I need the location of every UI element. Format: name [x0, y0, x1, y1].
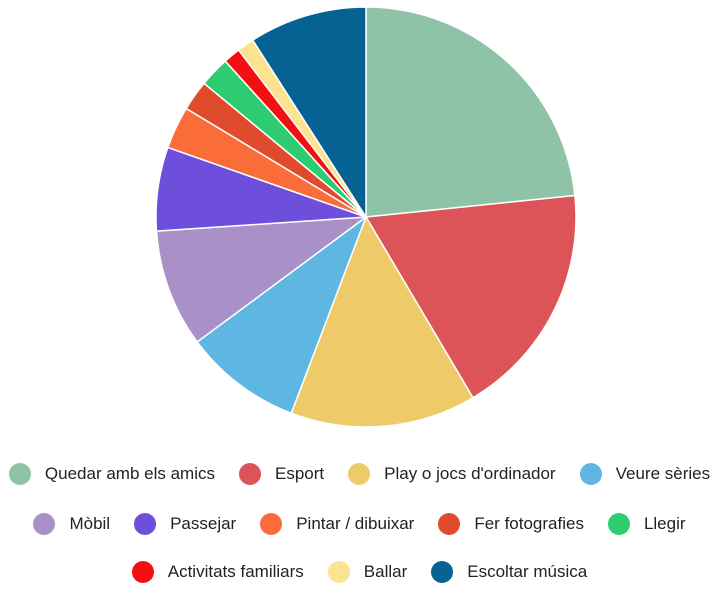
legend-item-mobil[interactable]: Mòbil	[33, 513, 110, 535]
legend-swatch	[327, 561, 350, 583]
legend-label: Mòbil	[69, 514, 111, 533]
legend-swatch	[431, 561, 454, 583]
legend-item-quedar-amb-els-amics[interactable]: Quedar amb els amics	[8, 463, 215, 485]
legend-row-1: Quedar amb els amics Esport Play o jocs …	[0, 463, 719, 485]
legend-swatch	[438, 513, 461, 535]
legend-item-passejar[interactable]: Passejar	[134, 513, 236, 535]
legend-label: Veure sèries	[615, 464, 711, 483]
legend-label: Llegir	[643, 514, 686, 533]
legend-item-play-o-jocs[interactable]: Play o jocs d'ordinador	[348, 463, 556, 485]
pie-slice-3[interactable]	[196, 216, 367, 414]
legend-item-activitats-familiars[interactable]: Activitats familiars	[131, 561, 304, 583]
pie-slice-1[interactable]	[365, 194, 577, 399]
legend-label: Passejar	[170, 514, 237, 533]
legend-label: Pintar / dibuixar	[296, 514, 415, 533]
legend-label: Quedar amb els amics	[44, 464, 215, 483]
legend-row-3: Activitats familiars Ballar Escoltar mús…	[0, 561, 719, 583]
pie-slice-2[interactable]	[290, 216, 474, 428]
legend-row-2: Mòbil Passejar Pintar / dibuixar Fer fot…	[0, 513, 719, 535]
legend-item-fer-fotografies[interactable]: Fer fotografies	[438, 513, 584, 535]
legend-swatch	[134, 513, 157, 535]
legend-swatch	[33, 513, 56, 535]
legend-swatch	[239, 463, 261, 485]
pie-slice-11[interactable]	[252, 6, 367, 218]
legend-swatch	[348, 463, 371, 485]
legend-item-pintar-dibuixar[interactable]: Pintar / dibuixar	[260, 513, 414, 535]
legend-swatch	[131, 561, 154, 583]
legend-item-esport[interactable]: Esport	[239, 463, 324, 485]
legend-label: Fer fotografies	[474, 514, 584, 533]
legend-label: Escoltar música	[467, 562, 588, 581]
legend-item-ballar[interactable]: Ballar	[327, 561, 408, 583]
legend-swatch	[260, 513, 283, 535]
pie-chart	[155, 6, 577, 428]
legend-label: Activitats familiars	[167, 562, 304, 581]
legend-item-escoltar-musica[interactable]: Escoltar música	[431, 561, 587, 583]
pie-slice-0[interactable]	[365, 6, 576, 218]
legend-label: Esport	[275, 464, 325, 483]
legend-swatch	[607, 513, 630, 535]
legend-item-llegir[interactable]: Llegir	[607, 513, 686, 535]
legend-swatch	[8, 463, 31, 485]
legend-label: Play o jocs d'ordinador	[384, 464, 556, 483]
legend-label: Ballar	[363, 562, 408, 581]
legend-swatch	[579, 463, 602, 485]
pie-slice-4[interactable]	[155, 216, 367, 343]
legend-item-veure-series[interactable]: Veure sèries	[579, 463, 711, 485]
